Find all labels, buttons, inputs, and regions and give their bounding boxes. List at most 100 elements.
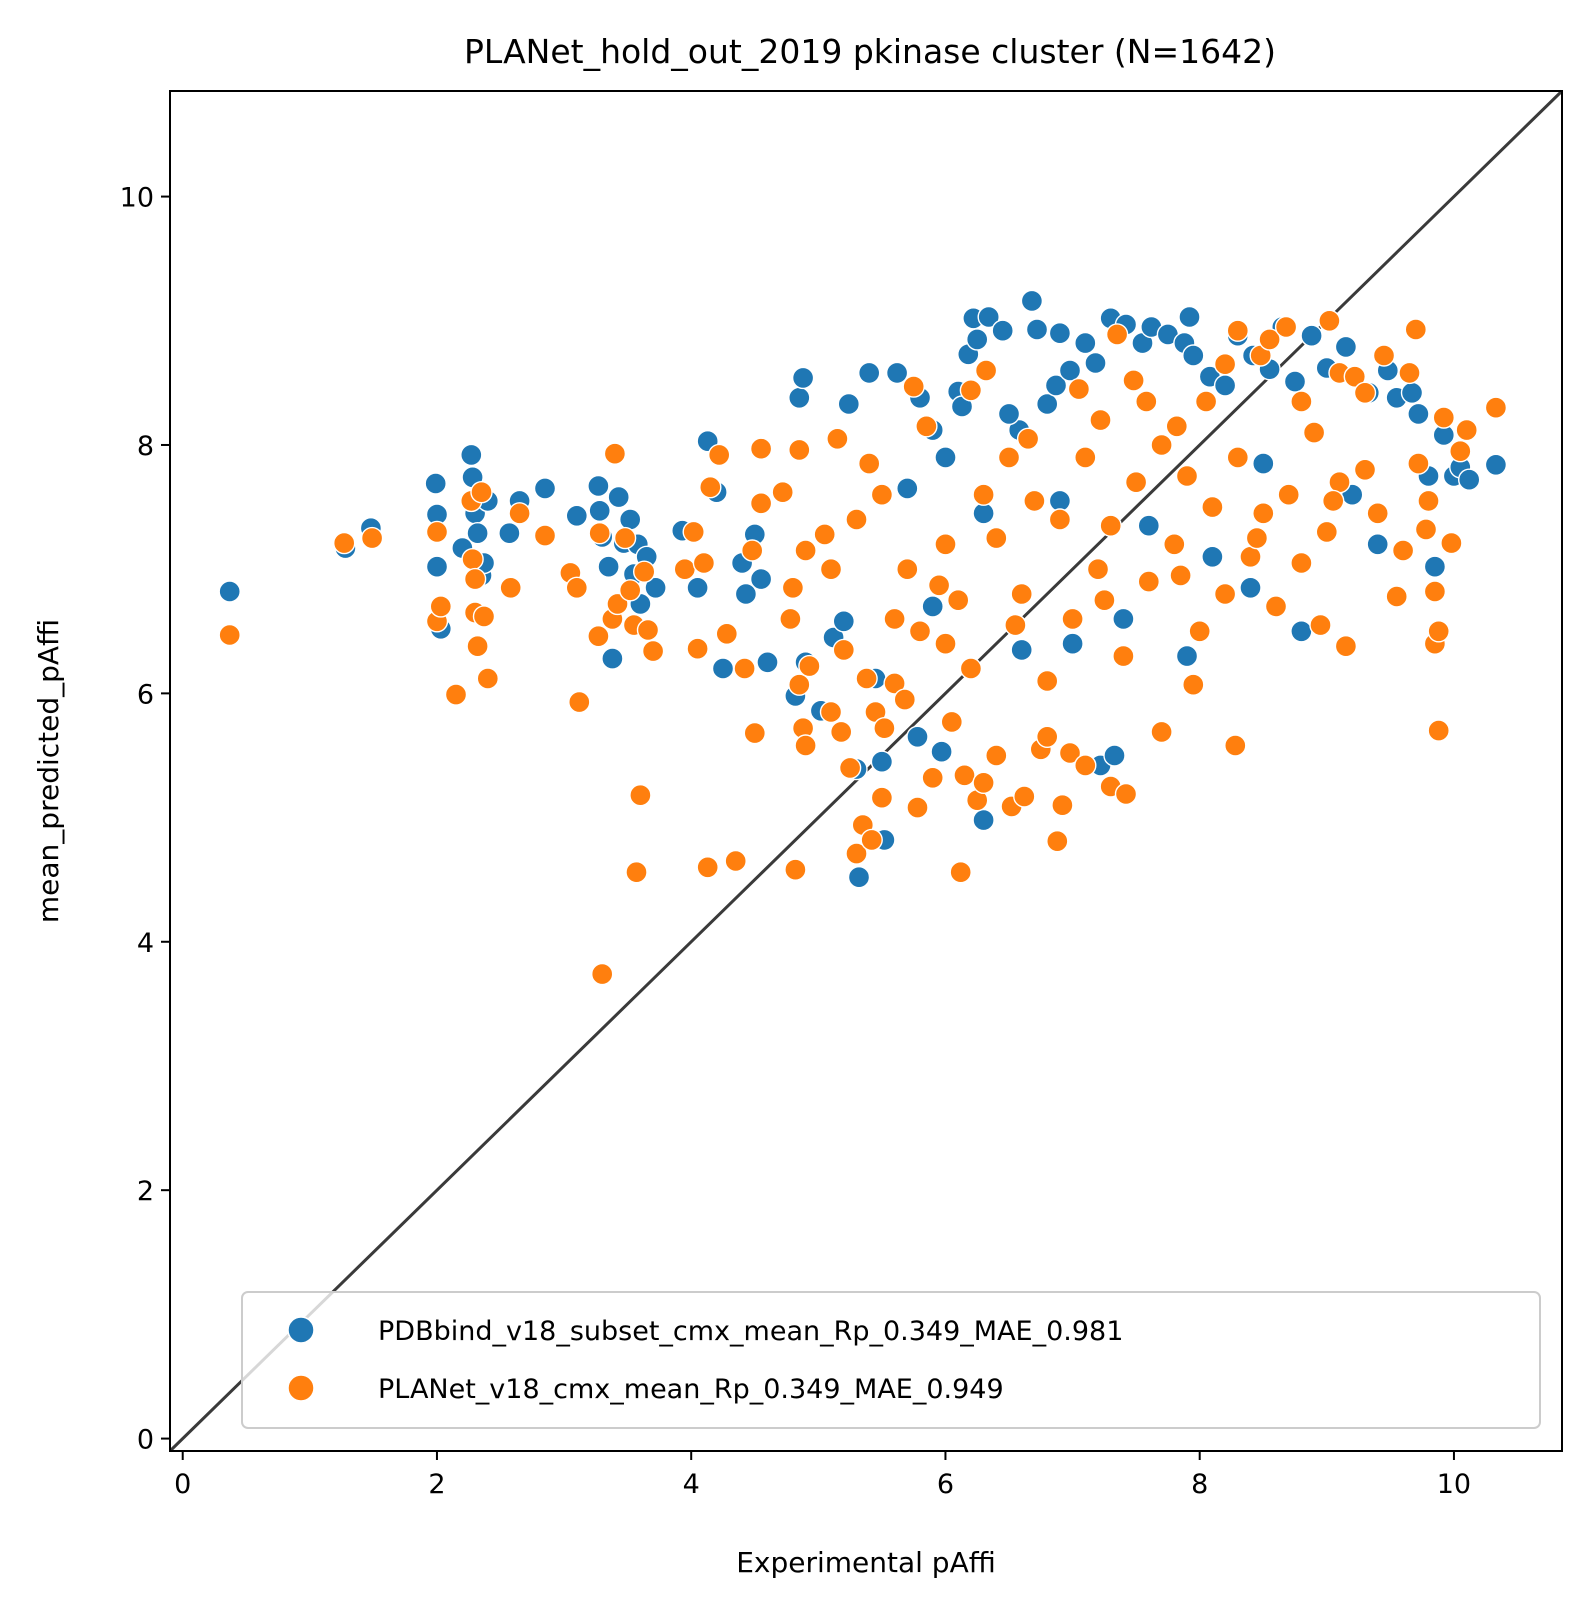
data-point <box>1283 370 1307 393</box>
data-point <box>1051 794 1074 817</box>
data-point <box>568 690 591 714</box>
data-point <box>985 526 1008 550</box>
data-point <box>601 647 624 670</box>
data-point <box>1264 595 1288 618</box>
data-point <box>1046 830 1069 853</box>
data-point <box>636 618 660 642</box>
data-point <box>1239 545 1262 568</box>
legend-label-series-1: PDBbind_v18_subset_cmx_mean_Rp_0.349_MAE… <box>378 1316 1123 1347</box>
data-point <box>959 379 983 402</box>
data-point <box>1290 620 1313 643</box>
data-point <box>771 481 794 504</box>
data-point <box>1366 502 1389 525</box>
data-point <box>1178 305 1201 329</box>
data-point <box>633 560 656 583</box>
data-point <box>858 452 881 475</box>
data-point <box>1137 570 1161 593</box>
legend-box <box>241 1291 1541 1429</box>
data-point <box>1290 390 1313 413</box>
data-point <box>1201 495 1224 519</box>
chart-title: PLANet_hold_out_2019 pkinase cluster (N=… <box>464 32 1276 71</box>
data-point <box>565 576 588 599</box>
data-point <box>837 392 860 416</box>
x-tick-label: 4 <box>683 1469 700 1500</box>
data-point <box>641 639 665 663</box>
data-point <box>218 580 241 603</box>
data-point <box>1135 390 1158 413</box>
data-point <box>1020 289 1044 313</box>
data-point <box>832 610 855 633</box>
data-point <box>858 361 881 385</box>
data-point <box>1290 551 1313 575</box>
data-point <box>819 700 843 724</box>
legend-label-series-2: PLANet_v18_cmx_mean_Rp_0.349_MAE_0.949 <box>378 1374 1004 1405</box>
data-point <box>1353 458 1377 481</box>
data-point <box>885 361 909 385</box>
data-point <box>972 502 995 525</box>
data-point <box>1414 518 1438 541</box>
data-point <box>699 476 722 499</box>
data-point <box>1048 322 1072 345</box>
data-point <box>1124 471 1148 494</box>
data-point <box>947 589 970 612</box>
data-point <box>893 688 916 711</box>
data-point <box>715 622 738 645</box>
data-point <box>1484 453 1508 476</box>
data-point <box>832 638 855 662</box>
data-point <box>644 576 667 599</box>
data-point <box>1315 520 1339 544</box>
data-point <box>508 502 531 525</box>
y-tick-label: 8 <box>137 431 154 462</box>
data-point <box>743 721 766 745</box>
data-point <box>499 576 522 599</box>
data-point <box>466 635 489 658</box>
data-point <box>692 551 716 575</box>
data-point <box>591 962 614 986</box>
data-point <box>1025 318 1049 341</box>
data-point <box>1112 644 1135 668</box>
data-point <box>1188 620 1211 643</box>
data-point <box>997 446 1021 469</box>
data-point <box>1035 392 1059 416</box>
data-point <box>533 477 557 500</box>
data-point <box>429 595 452 618</box>
data-point <box>1400 381 1424 404</box>
data-point <box>619 508 642 531</box>
y-tick-label: 4 <box>137 928 154 959</box>
data-point <box>784 858 807 881</box>
data-point <box>1035 669 1059 693</box>
data-point <box>587 625 610 648</box>
data-point <box>1224 734 1247 757</box>
data-point <box>587 474 610 498</box>
data-point <box>974 359 998 382</box>
data-point <box>870 483 894 506</box>
data-point <box>845 842 868 865</box>
data-point <box>1423 555 1447 578</box>
data-point <box>972 771 995 794</box>
data-point <box>1105 323 1129 346</box>
data-point <box>819 558 843 581</box>
data-point <box>425 555 449 578</box>
data-point <box>870 750 894 773</box>
data-point <box>1213 353 1237 376</box>
data-point <box>1194 390 1218 413</box>
data-point <box>1372 344 1396 367</box>
data-point <box>1169 564 1192 587</box>
data-point <box>1274 315 1298 339</box>
data-point <box>1226 319 1250 342</box>
data-point <box>629 784 652 807</box>
data-point <box>1058 359 1082 382</box>
data-point <box>1114 782 1138 806</box>
data-point <box>977 305 1000 329</box>
y-tick-label: 6 <box>137 679 154 710</box>
data-point <box>686 637 709 660</box>
data-point <box>613 526 637 550</box>
data-point <box>1089 408 1112 432</box>
data-point <box>1150 433 1173 457</box>
data-point <box>1328 471 1351 494</box>
data-point <box>708 443 731 467</box>
data-point <box>902 375 925 398</box>
data-point <box>953 764 976 787</box>
data-point <box>1201 545 1224 568</box>
